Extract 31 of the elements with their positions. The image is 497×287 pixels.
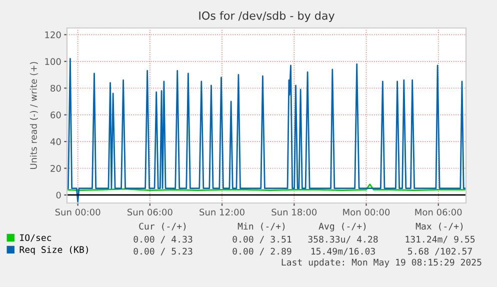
text: Cur (-/+) xyxy=(139,222,186,231)
text: 0.00 / 3.51 xyxy=(232,236,292,244)
text: 131.24m/ 9.55 xyxy=(406,236,475,244)
legend-label: IO/sec xyxy=(20,234,52,242)
y-tick-label: 40 xyxy=(50,138,61,146)
x-tick-label: Mon 00:00 xyxy=(343,208,390,216)
y-tick-label: 0 xyxy=(56,192,61,199)
x-tick-label: Sun 18:00 xyxy=(272,208,317,216)
y-axis-title: Units read (-) / write (+) xyxy=(30,62,38,169)
y-tick-label: 20 xyxy=(50,164,61,172)
text: 0.00 / 4.33 xyxy=(134,236,192,244)
x-tick-label: Sun 00:00 xyxy=(55,208,100,216)
text: Max (-/+) xyxy=(416,222,463,231)
text: 0.00 / 5.23 xyxy=(134,248,192,256)
text: 358.33u/ 4.28 xyxy=(308,236,378,244)
y-tick-label: 60 xyxy=(50,112,61,118)
x-tick-label: Mon 06:00 xyxy=(415,208,462,216)
text: Avg (-/+) xyxy=(318,222,366,232)
y-tick-label: 100 xyxy=(45,58,61,65)
legend-label: Req Size (KB) xyxy=(20,246,88,255)
text: 0.00 / 2.89 xyxy=(232,248,292,256)
x-tick-label: Sun 12:00 xyxy=(200,208,244,216)
line-series xyxy=(67,184,466,192)
y-tick-label: 120 xyxy=(45,31,61,38)
x-tick-label: Sun 06:00 xyxy=(127,208,172,216)
text: Min (-/+) xyxy=(238,222,285,231)
y-tick-label: 80 xyxy=(50,84,61,92)
text: 15.49m/16.03 xyxy=(311,248,375,256)
text: 5.68 /102.57 xyxy=(408,248,472,256)
text: Last update: Mon May 19 08:15:29 2025 xyxy=(282,258,482,268)
chart-title: IOs for /dev/sdb - by day xyxy=(199,11,334,22)
